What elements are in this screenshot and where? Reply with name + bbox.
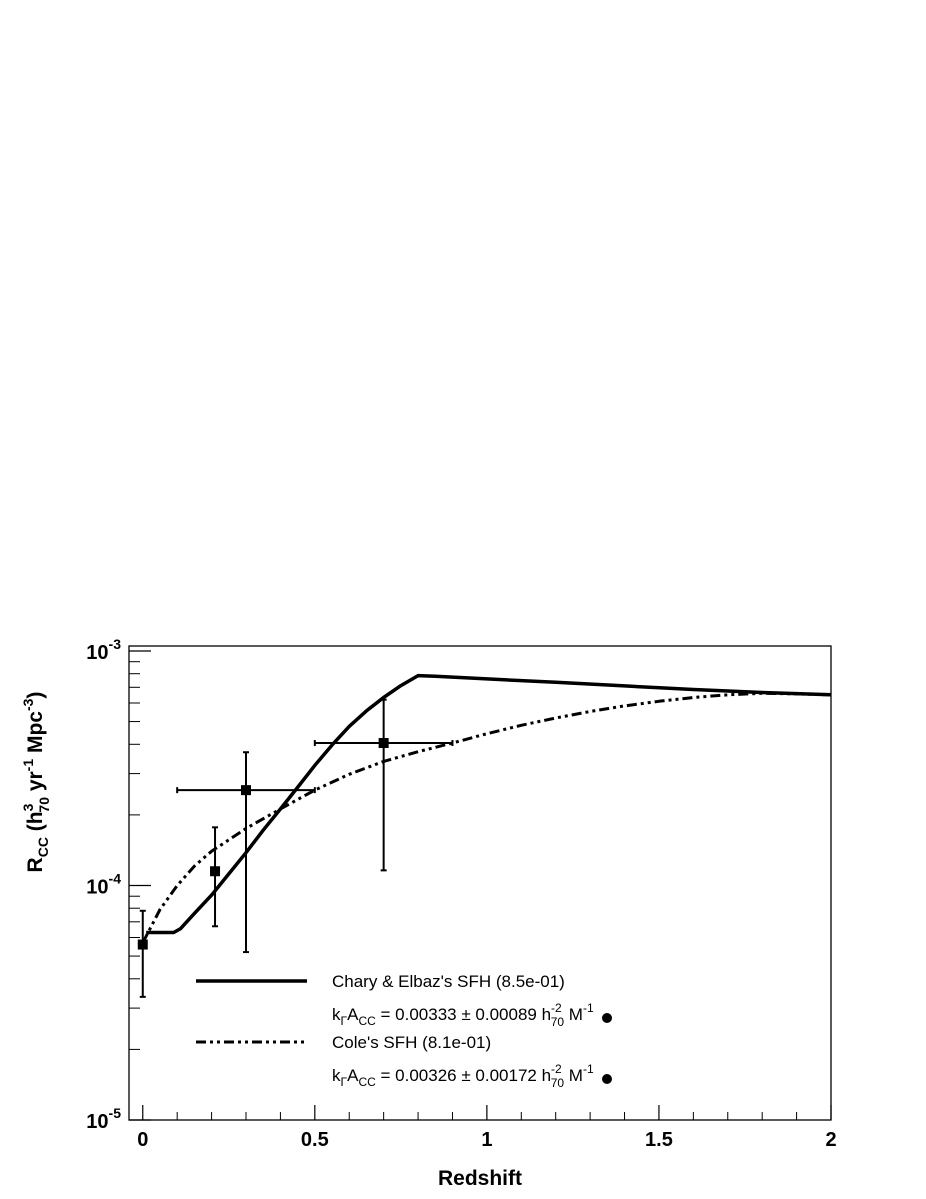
x-tick-label: 2 (825, 1129, 836, 1151)
y-tick-label: 10-3 (86, 636, 121, 664)
data-point (313, 698, 454, 872)
series-line-cole (141, 691, 832, 944)
legend-label-cole: Cole's SFH (8.1e-01) (332, 1033, 491, 1052)
x-axis-title: Redshift (438, 1167, 522, 1190)
y-axis: 10-5 10-4 10-3 (86, 636, 151, 1133)
data-point (137, 909, 148, 998)
legend-label-chary-elbaz: Chary & Elbaz's SFH (8.5e-01) (332, 972, 565, 991)
series-layer (141, 673, 832, 944)
data-point (176, 751, 316, 954)
y-tick-label: 10-5 (86, 1105, 121, 1133)
legend-coefficient-chary-elbaz: kΓACC = 0.00333 ± 0.00089 h-2 70 M-1 (332, 1001, 594, 1029)
data-point (210, 826, 221, 928)
x-tick-label: 0.5 (301, 1129, 329, 1151)
plot-area-border (128, 645, 832, 1121)
y-axis-title: RCC (h370 yr-1 Mpc-3) (20, 692, 52, 873)
data-marker (378, 738, 389, 749)
data-points (137, 698, 454, 998)
data-marker (241, 785, 251, 796)
data-marker (137, 939, 148, 950)
legend-marker-cole (602, 1074, 612, 1084)
y-tick-label: 10-4 (86, 870, 121, 898)
plot-frame (128, 645, 832, 1121)
x-tick-label: 1.5 (645, 1129, 673, 1151)
series-line-chary-elbaz (146, 673, 832, 935)
x-axis: 0 0.5 1 1.5 2 (137, 1105, 837, 1151)
x-tick-label: 1 (481, 1129, 492, 1151)
legend: Chary & Elbaz's SFH (8.5e-01) kΓACC = 0.… (196, 972, 612, 1090)
legend-marker-chary-elbaz (602, 1013, 612, 1023)
data-marker (210, 866, 221, 877)
legend-coefficient-cole: kΓACC = 0.00326 ± 0.00172 h-2 70 M-1 (332, 1062, 594, 1090)
x-tick-label: 0 (137, 1129, 148, 1151)
